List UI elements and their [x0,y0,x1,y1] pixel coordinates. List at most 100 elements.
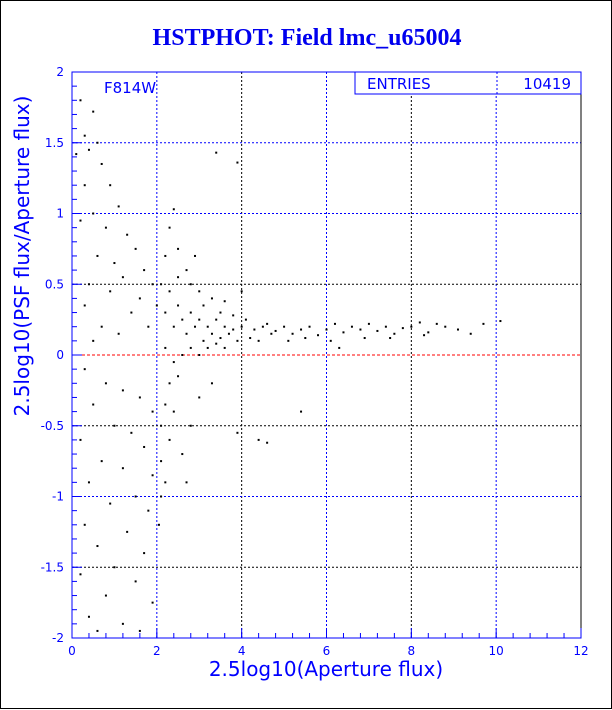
data-point [185,481,188,484]
data-point [79,573,82,576]
data-point [206,346,209,349]
data-point [143,269,146,272]
data-point [198,318,201,321]
data-point [223,325,226,328]
data-point [367,322,370,325]
y-tick-label: -0.5 [41,419,64,433]
data-point [92,110,95,113]
data-point [104,594,107,597]
data-point [147,509,150,512]
data-point [143,552,146,555]
data-point [126,530,129,533]
data-point [257,339,260,342]
data-point [266,441,269,444]
data-point [198,354,201,356]
grid [72,72,581,638]
x-tick-label: 10 [489,644,504,658]
y-tick-label: 1 [56,207,64,221]
data-point [138,396,141,399]
data-point [121,389,124,392]
y-tick-label: -1 [52,490,64,504]
data-point [287,339,290,342]
data-point [96,629,99,632]
data-point [92,403,95,406]
y-tick-label: 0 [56,348,64,362]
data-point [333,322,336,325]
data-point [469,332,472,335]
stats-value: 10419 [523,75,571,93]
filter-label: F814W [104,79,156,97]
data-point [202,304,205,307]
data-point [87,481,90,484]
data-point [151,601,154,604]
data-point [143,445,146,448]
data-point [172,361,175,364]
data-point [206,325,209,328]
data-point [181,354,184,356]
x-tick-label: 6 [323,644,331,658]
data-point [194,254,197,257]
data-point [138,297,141,300]
x-tick-label: 12 [573,644,588,658]
data-point [210,297,213,300]
data-point [244,318,247,321]
data-point [270,332,273,335]
data-point [300,410,303,413]
data-point [83,523,86,526]
data-point [87,148,90,151]
data-point [113,566,116,569]
data-point [177,375,180,378]
data-point [79,99,82,102]
data-point [423,334,426,337]
data-point [232,314,235,317]
data-point [198,290,201,293]
data-point [274,329,277,332]
data-point [249,337,252,340]
data-point [83,134,86,137]
data-point [92,212,95,215]
data-point [164,481,167,484]
data-point [134,247,137,250]
data-point [164,254,167,257]
data-point [121,276,124,279]
data-point [236,431,239,434]
data-point [157,523,160,526]
data-point [117,205,120,208]
data-point [300,328,303,331]
data-point [160,283,163,286]
data-point [83,304,86,307]
data-point [435,322,438,325]
x-tick-label: 0 [68,644,76,658]
chart-title: HSTPHOT: Field lmc_u65004 [152,25,462,51]
data-point [100,460,103,463]
data-point [393,332,396,335]
data-point [130,431,133,434]
data-point [261,325,264,328]
data-point [283,325,286,328]
data-point [104,226,107,229]
data-point [100,325,103,328]
data-point [384,325,387,328]
data-point [291,332,294,335]
data-point [202,339,205,342]
data-point [236,161,239,164]
data-point [410,325,413,328]
data-point [130,311,133,314]
data-point [189,346,192,349]
data-point [138,629,141,632]
data-point [456,328,459,331]
axis-ticks: 0 2 4 6 8 10 12 -2 -1.5 -1 -0.5 0 0.5 1 1.5 2 [41,65,589,658]
y-tick-label: 0.5 [45,277,64,291]
data-point [117,332,120,335]
data-point [160,460,163,463]
data-point [177,247,180,250]
data-point [350,325,353,328]
data-point [223,346,226,349]
data-point [87,283,90,286]
y-tick-label: 1.5 [45,136,64,150]
data-point [223,300,226,303]
stats-box: ENTRIES 10419 [354,71,582,95]
data-point [79,219,82,222]
data-point [189,283,192,286]
